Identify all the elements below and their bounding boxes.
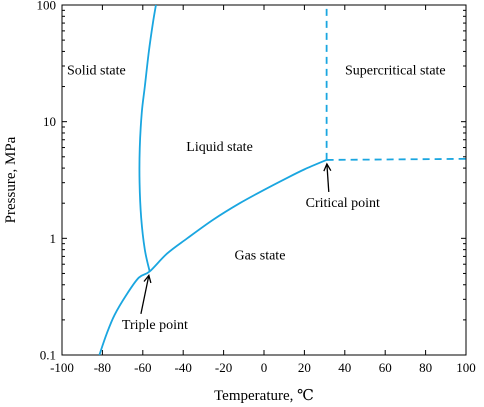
annotations: Critical point Triple point [122,162,380,333]
x-tick-label: -100 [50,360,74,375]
x-tick-label: 100 [456,360,476,375]
x-tick-label: 20 [298,360,311,375]
x-tick-label: -80 [94,360,111,375]
annotation-arrowhead [323,162,332,172]
y-tick-label: 0.1 [40,348,56,363]
x-tick-label: -40 [175,360,192,375]
y-tick-label: 1 [50,231,57,246]
y-tick-label: 100 [37,0,57,13]
region-label: Liquid state [186,140,253,155]
x-tick-label: 0 [261,360,268,375]
annotation-arrow [326,163,330,193]
x-tick-label: 40 [338,360,351,375]
region-label: Gas state [234,248,285,263]
phase-curve-1 [138,4,157,272]
phase-curves [98,4,467,356]
phase-curve-0 [98,159,327,356]
region-labels: Solid state Liquid state Gas state Supercri… [67,63,446,263]
x-tick-label: 60 [379,360,392,375]
y-axis-title: Pressure, MPa [3,136,19,223]
phase-curve-3 [326,157,467,161]
annotation-label: Triple point [122,318,188,333]
region-label: Solid state [67,63,126,78]
x-tick-label: -20 [215,360,232,375]
region-label: Supercritical state [345,63,446,78]
y-tick-label: 10 [43,114,56,129]
annotation-arrow [140,275,150,314]
x-tick-label: 80 [419,360,432,375]
annotation-arrowhead [143,273,152,284]
axes: -100 -80 -60 -40 -20 0 20 40 60 80 100 0.1 1 10 100 [37,0,476,375]
x-axis-title: Temperature, ℃ [214,388,314,404]
annotation-label: Critical point [306,196,380,211]
x-tick-label: -60 [134,360,151,375]
